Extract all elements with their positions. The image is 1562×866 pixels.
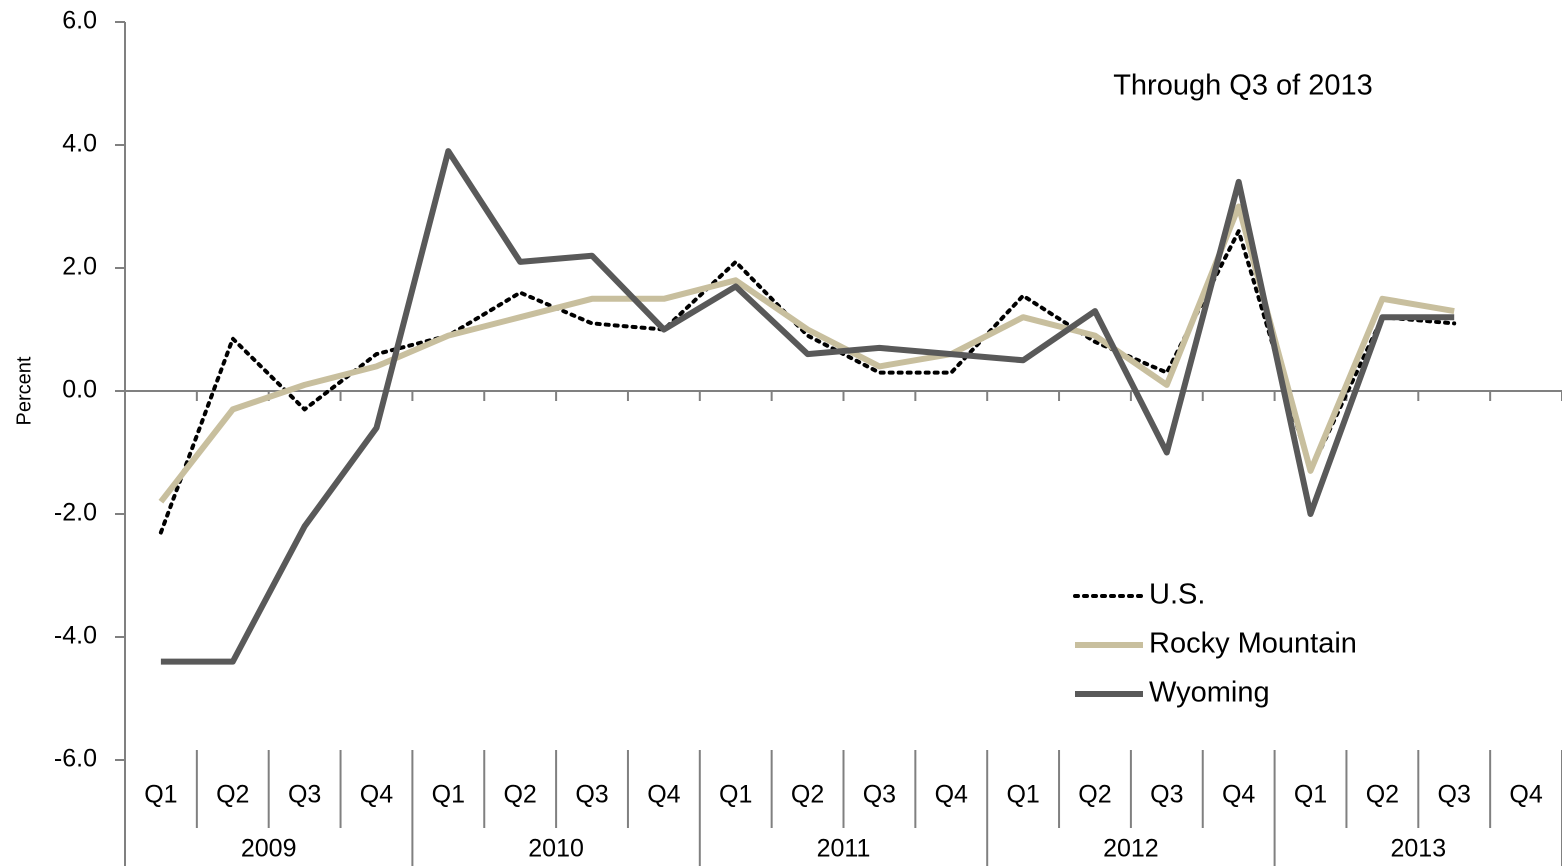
x-tick-label: Q3: [863, 781, 896, 809]
x-tick-label: Q1: [1006, 781, 1039, 809]
y-tick-label: 2.0: [62, 253, 97, 281]
series-line: [160, 148, 1455, 665]
year-label: 2011: [817, 835, 871, 863]
legend-label: Rocky Mountain: [1149, 628, 1357, 660]
x-tick-label: Q4: [647, 781, 680, 809]
y-tick-label: -4.0: [54, 622, 97, 650]
x-tick-label: Q4: [935, 781, 968, 809]
x-tick-label: Q2: [1078, 781, 1111, 809]
x-tick-label: Q2: [791, 781, 824, 809]
x-tick-label: Q4: [360, 781, 393, 809]
x-tick-label: Q4: [1222, 781, 1255, 809]
year-label: 2012: [1103, 835, 1159, 863]
x-tick-label: Q1: [1294, 781, 1327, 809]
series-line: [158, 203, 1455, 504]
y-tick-label: 4.0: [62, 130, 97, 158]
year-label: 2013: [1390, 835, 1446, 863]
legend-label: U.S.: [1149, 579, 1205, 611]
x-tick-label: Q3: [1438, 781, 1471, 809]
x-tick-label: Q4: [1509, 781, 1542, 809]
legend-label: Wyoming: [1149, 677, 1270, 709]
x-tick-label: Q3: [288, 781, 321, 809]
year-label: 2010: [528, 835, 584, 863]
y-tick-label: -6.0: [54, 745, 97, 773]
x-tick-label: Q1: [144, 781, 177, 809]
year-label: 2009: [241, 835, 297, 863]
x-tick-label: Q3: [575, 781, 608, 809]
y-tick-label: 6.0: [62, 7, 97, 35]
x-tick-label: Q1: [719, 781, 752, 809]
annotation: Through Q3 of 2013: [1113, 70, 1373, 102]
y-tick-label: 0.0: [62, 376, 97, 404]
x-tick-label: Q1: [432, 781, 465, 809]
series-line: [158, 229, 1457, 535]
x-tick-label: Q2: [503, 781, 536, 809]
x-tick-label: Q2: [216, 781, 249, 809]
y-tick-label: -2.0: [54, 499, 97, 527]
x-tick-label: Q2: [1366, 781, 1399, 809]
x-tick-label: Q3: [1150, 781, 1183, 809]
y-axis-label: Percent: [13, 356, 35, 425]
